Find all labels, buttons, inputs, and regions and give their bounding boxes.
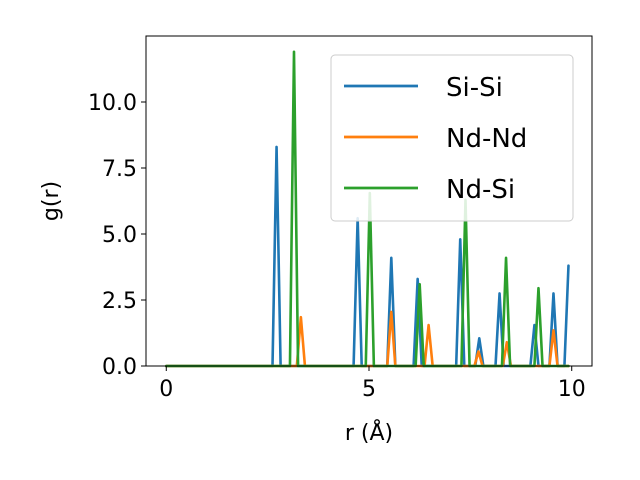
y-tick-label: 10.0 bbox=[88, 91, 137, 116]
legend-entries: Si-Si Nd-Nd Nd-Si bbox=[344, 73, 527, 205]
x-tick-label: 0 bbox=[159, 377, 173, 402]
legend-label-nd-nd: Nd-Nd bbox=[446, 124, 527, 154]
legend-label-nd-si: Nd-Si bbox=[446, 175, 515, 205]
legend-label-si-si: Si-Si bbox=[446, 73, 503, 103]
plot-frame bbox=[145, 35, 593, 367]
x-axis-label: r (Å) bbox=[345, 419, 393, 446]
x-tick-label: 10 bbox=[558, 377, 586, 402]
y-tick-label: 0.0 bbox=[102, 355, 137, 380]
y-tick-label: 2.5 bbox=[102, 289, 137, 314]
y-tick-label: 7.5 bbox=[102, 157, 137, 182]
x-tick-label: 5 bbox=[362, 377, 376, 402]
legend: Si-Si Nd-Nd Nd-Si bbox=[330, 54, 574, 222]
legend-box bbox=[330, 54, 574, 222]
y-tick-label: 5.0 bbox=[102, 223, 137, 248]
y-axis-label: g(r) bbox=[39, 181, 64, 221]
axes-layer: 0 5 10 0.0 2.5 5.0 7.5 10.0 bbox=[88, 91, 586, 402]
